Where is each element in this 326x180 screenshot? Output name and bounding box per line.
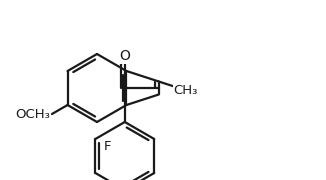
Text: CH₃: CH₃: [173, 84, 198, 97]
Text: O: O: [119, 49, 130, 63]
Text: F: F: [104, 140, 111, 152]
Text: OCH₃: OCH₃: [15, 107, 50, 120]
